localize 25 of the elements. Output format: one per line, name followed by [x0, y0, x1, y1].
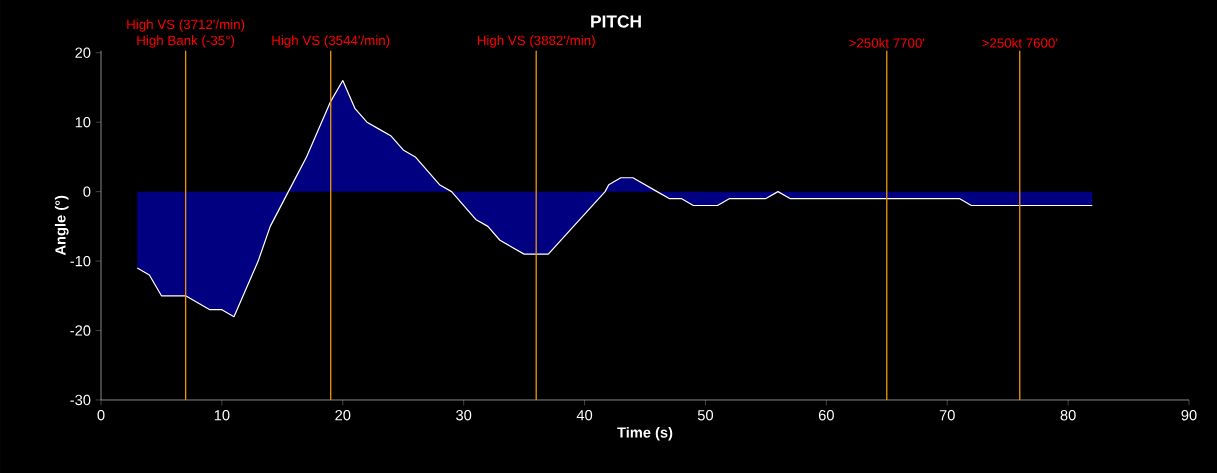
x-tick-label: 50 [697, 410, 714, 421]
ref-line-label: High VS (3882'/min) [477, 35, 595, 48]
x-tick-label: 20 [335, 410, 351, 421]
y-axis-title: Angle (°) [54, 195, 69, 256]
x-tick-label: 0 [97, 410, 105, 421]
annotation: High Bank (-35°) [137, 35, 235, 48]
x-tick-label: 60 [818, 410, 834, 421]
y-tick-label: -10 [70, 255, 91, 267]
y-tick-label: 0 [83, 186, 91, 197]
y-tick-label: -20 [70, 325, 91, 336]
ref-line-label: >250kt 7700' [849, 37, 925, 48]
ref-line-label: High VS (3712'/min) [127, 19, 245, 32]
ref-line-label: >250kt 7600' [982, 37, 1058, 48]
y-tick-label: 10 [75, 117, 91, 128]
y-tick-label: 20 [75, 47, 91, 58]
ref-line-label: High VS (3544'/min) [272, 35, 390, 48]
x-tick-label: 30 [456, 410, 472, 421]
chart-title: PITCH [591, 15, 641, 28]
x-tick-label: 80 [1060, 410, 1076, 421]
x-tick-label: 70 [939, 410, 955, 421]
x-axis-title: Time (s) [617, 426, 673, 441]
x-tick-label: 40 [576, 410, 593, 421]
y-tick-label: -30 [70, 394, 91, 406]
x-tick-label: 10 [214, 410, 230, 421]
x-tick-label: 90 [1181, 410, 1197, 421]
